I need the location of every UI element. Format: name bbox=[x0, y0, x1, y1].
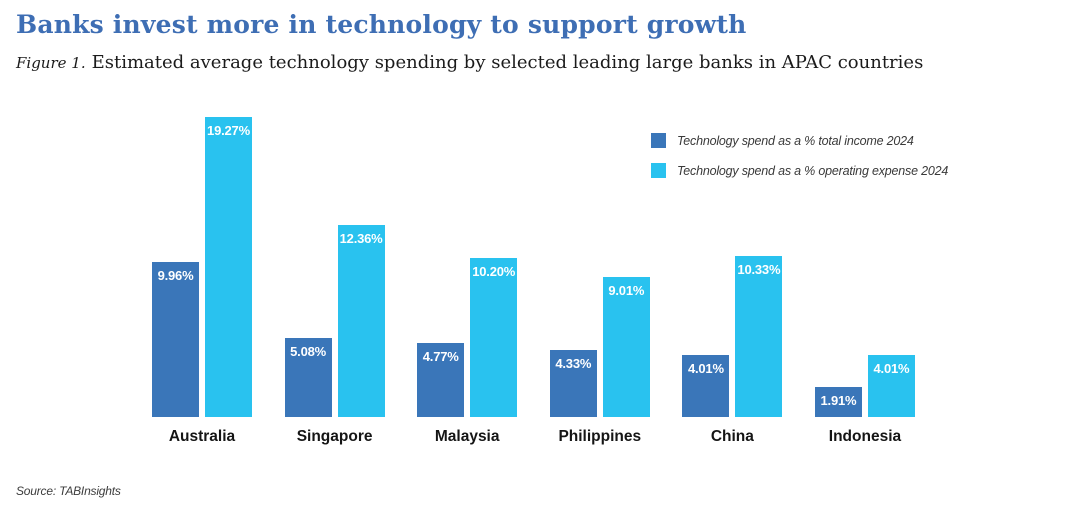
category-label: Singapore bbox=[296, 428, 373, 445]
bar-operating-expense: 10.33% bbox=[735, 256, 783, 417]
bar-value-label: 9.01% bbox=[608, 282, 645, 298]
bar-value-label: 4.77% bbox=[422, 348, 459, 364]
bar-operating-expense: 12.36% bbox=[337, 224, 385, 417]
bar-group: 4.77% 10.20% Malaysia bbox=[417, 117, 518, 445]
legend-label: Technology spend as a % operating expens… bbox=[677, 163, 949, 178]
category-label: Indonesia bbox=[828, 428, 902, 445]
legend-label: Technology spend as a % total income 202… bbox=[677, 133, 914, 148]
bar-total-income: 4.01% bbox=[682, 354, 730, 417]
bar-group: 4.01% 10.33% China bbox=[682, 117, 783, 445]
bar-value-label: 10.33% bbox=[737, 262, 781, 278]
bar-group: 5.08% 12.36% Singapore bbox=[284, 117, 385, 445]
bar-value-label: 9.96% bbox=[157, 267, 194, 283]
bar-operating-expense: 10.20% bbox=[470, 258, 518, 417]
bar-total-income: 4.77% bbox=[417, 342, 465, 417]
bar-value-label: 1.91% bbox=[820, 393, 857, 409]
category-label: Australia bbox=[168, 428, 236, 445]
bar-group: 1.91% 4.01% Indonesia bbox=[814, 117, 915, 445]
page-title: Banks invest more in technology to suppo… bbox=[16, 10, 747, 39]
bar-operating-expense: 19.27% bbox=[205, 117, 252, 417]
legend-swatch bbox=[651, 133, 666, 148]
legend-swatch bbox=[651, 163, 666, 178]
bar-total-income: 9.96% bbox=[152, 261, 199, 417]
bar-chart: 9.96% 19.27% Australia 5.08% 12.36% Singapore… bbox=[152, 117, 915, 445]
figure-label: Figure 1. bbox=[16, 54, 86, 72]
bar-value-label: 5.08% bbox=[290, 343, 327, 359]
bar-total-income: 5.08% bbox=[284, 337, 332, 417]
bar-operating-expense: 9.01% bbox=[602, 276, 650, 417]
bar-value-label: 10.20% bbox=[472, 264, 516, 280]
bar-value-label: 4.33% bbox=[555, 355, 592, 371]
category-label: China bbox=[710, 428, 754, 445]
figure-subtitle: Figure 1. Estimated average technology sp… bbox=[16, 52, 923, 73]
bar-group: 4.33% 9.01% Philippines bbox=[549, 117, 650, 445]
bar-value-label: 12.36% bbox=[339, 230, 383, 246]
category-label: Malaysia bbox=[434, 428, 500, 445]
bar-value-label: 19.27% bbox=[207, 123, 250, 138]
bar-total-income: 1.91% bbox=[814, 387, 862, 417]
chart-legend: Technology spend as a % total income 202… bbox=[651, 133, 948, 178]
bar-value-label: 4.01% bbox=[873, 360, 910, 376]
source-note: Source: TABInsights bbox=[16, 484, 121, 498]
bar-value-label: 4.01% bbox=[687, 360, 724, 376]
bar-group: 9.96% 19.27% Australia bbox=[152, 117, 252, 445]
subtitle-text: Estimated average technology spending by… bbox=[91, 52, 924, 73]
legend-item: Technology spend as a % operating expens… bbox=[651, 163, 948, 178]
category-label: Philippines bbox=[558, 428, 642, 445]
bar-operating-expense: 4.01% bbox=[867, 354, 915, 417]
bar-total-income: 4.33% bbox=[549, 349, 597, 417]
legend-item: Technology spend as a % total income 202… bbox=[651, 133, 948, 148]
